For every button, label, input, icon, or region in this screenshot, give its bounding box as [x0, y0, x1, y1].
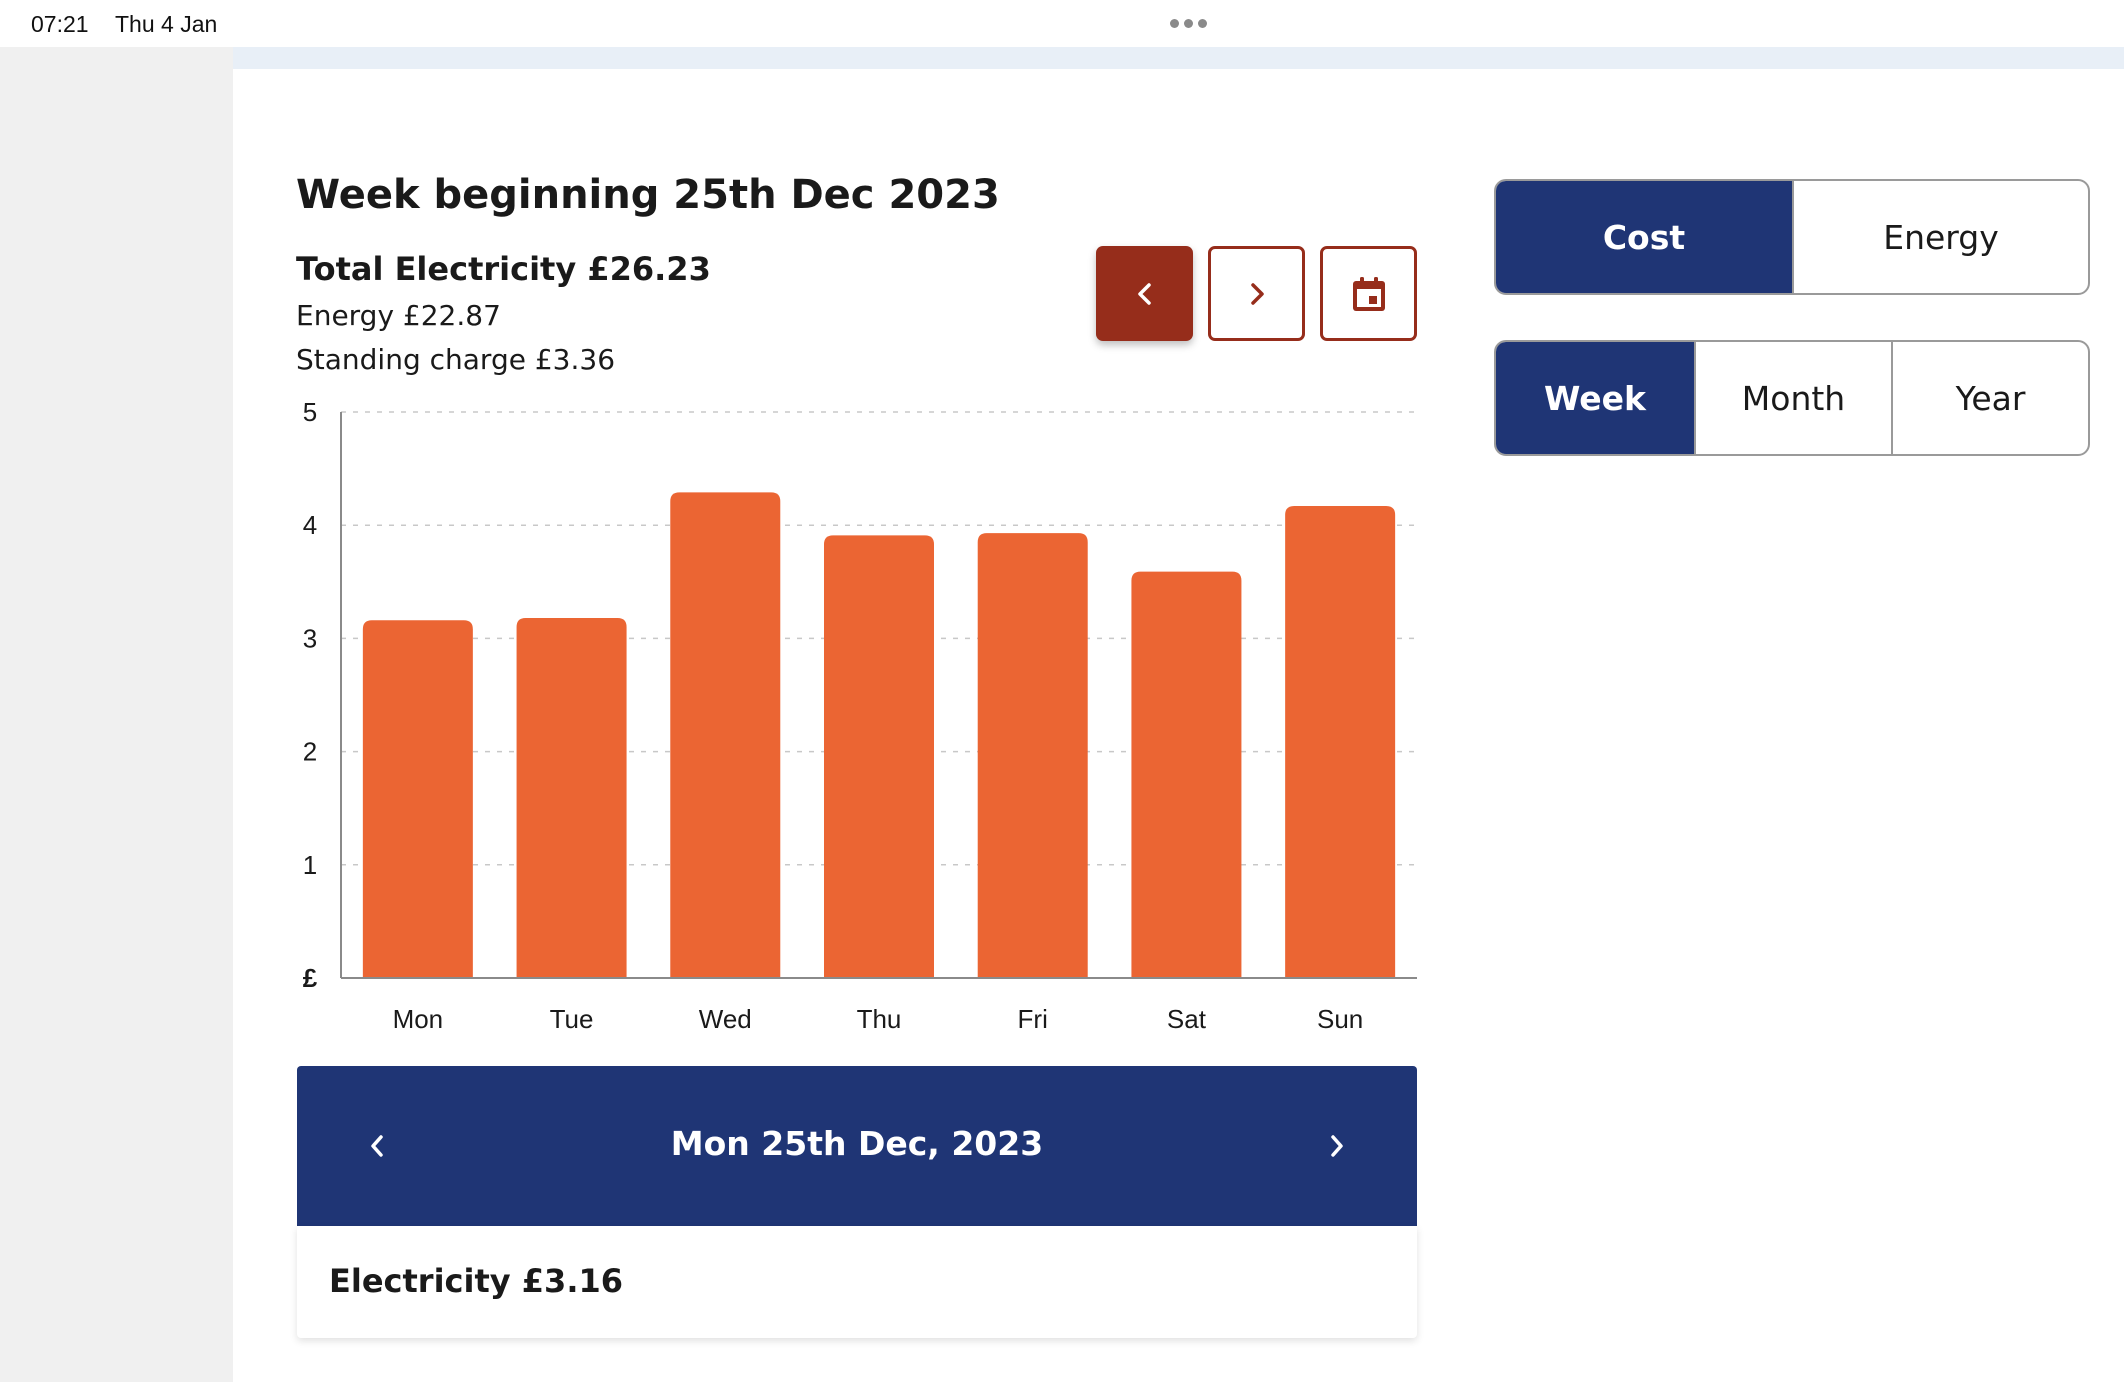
toggle-month[interactable]: Month	[1694, 342, 1891, 454]
status-time: 07:21	[31, 11, 89, 37]
top-strip	[233, 47, 2124, 69]
day-electricity-value: Electricity £3.16	[329, 1262, 623, 1300]
day-detail-card: Electricity £3.16	[297, 1226, 1417, 1338]
x-tick-label: Thu	[857, 1004, 902, 1034]
status-bar: 07:21 Thu 4 Jan	[0, 0, 2124, 47]
chevron-right-icon	[1250, 282, 1264, 305]
chevron-left-icon	[1137, 282, 1151, 305]
next-day-button[interactable]	[1312, 1118, 1362, 1174]
toggle-week[interactable]: Week	[1496, 342, 1694, 454]
toggle-year[interactable]: Year	[1891, 342, 2088, 454]
page-title: Week beginning 25th Dec 2023	[296, 172, 1000, 218]
y-tick-label: 1	[303, 850, 317, 880]
total-electricity: Total Electricity £26.23	[296, 250, 711, 288]
x-tick-label: Mon	[393, 1004, 444, 1034]
bar-sun	[1285, 505, 1396, 978]
bar-fri	[977, 533, 1088, 978]
x-tick-label: Fri	[1018, 1004, 1048, 1034]
bar-tue	[516, 618, 627, 978]
y-tick-label: £	[303, 963, 318, 993]
bar-mon	[362, 620, 473, 978]
bar-sat	[1131, 571, 1242, 978]
period-toggle: Week Month Year	[1494, 340, 2090, 456]
status-date: Thu 4 Jan	[115, 11, 218, 37]
previous-week-button[interactable]	[1096, 246, 1193, 341]
chevron-left-icon	[371, 1135, 383, 1157]
x-tick-label: Tue	[550, 1004, 594, 1034]
standing-charge: Standing charge £3.36	[296, 343, 616, 376]
bar-thu	[824, 535, 934, 978]
bar-wed	[670, 492, 781, 978]
cost-energy-toggle: Cost Energy	[1494, 179, 2090, 295]
usage-bar-chart: £1 2 3 4 5 Mon Tue Wed Thu Fri Sat Sun	[303, 397, 1417, 1034]
toggle-energy[interactable]: Energy	[1792, 181, 2088, 293]
y-tick-label: 5	[303, 397, 317, 427]
calendar-icon	[1352, 276, 1385, 311]
toggle-cost[interactable]: Cost	[1496, 181, 1792, 293]
x-tick-label: Sun	[1317, 1004, 1363, 1034]
previous-day-button[interactable]	[352, 1118, 402, 1174]
chevron-right-icon	[1331, 1135, 1343, 1157]
y-tick-label: 2	[303, 737, 317, 767]
next-week-button[interactable]	[1208, 246, 1305, 341]
energy-cost: Energy £22.87	[296, 299, 501, 332]
x-tick-label: Sat	[1167, 1004, 1207, 1034]
selected-day-label: Mon 25th Dec, 2023	[670, 1124, 1044, 1163]
calendar-button[interactable]	[1320, 246, 1417, 341]
multitasking-dots-icon[interactable]	[1170, 19, 1207, 28]
side-panel	[0, 47, 233, 1382]
day-selector: Mon 25th Dec, 2023	[297, 1066, 1417, 1226]
y-tick-label: 3	[303, 623, 317, 653]
y-tick-label: 4	[303, 510, 317, 540]
x-tick-label: Wed	[699, 1004, 752, 1034]
